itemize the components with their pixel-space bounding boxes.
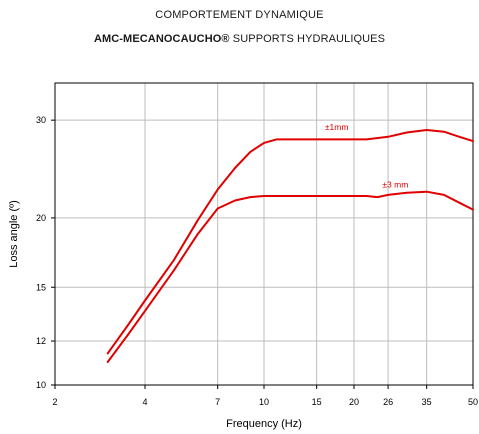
y-axis-label: Loss angle (º): [8, 200, 20, 268]
grid-lines: [55, 83, 473, 385]
x-axis-label: Frequency (Hz): [226, 418, 302, 430]
y-tick-label: 30: [36, 115, 46, 125]
y-tick-label: 10: [36, 380, 46, 390]
chart-brand-title: AMC-MECANOCAUCHO® SUPPORTS HYDRAULIQUES: [0, 33, 479, 45]
x-tick-label: 2: [52, 397, 57, 407]
series-line-2: [106, 190, 474, 363]
brand-subtitle: SUPPORTS HYDRAULIQUES: [229, 33, 386, 45]
y-tick-label: 20: [36, 213, 46, 223]
series-line-1: [106, 129, 474, 355]
x-tick-label: 26: [383, 397, 393, 407]
series-annotations: ±1mm ±3 mm: [325, 122, 408, 189]
series-label-2: ±3 mm: [382, 179, 408, 189]
series-lines: [106, 129, 474, 363]
x-tick-label: 10: [259, 397, 269, 407]
x-tick-label: 4: [143, 397, 148, 407]
series-label-1: ±1mm: [325, 122, 349, 132]
x-tick-label: 35: [422, 397, 432, 407]
x-tick-label: 20: [349, 397, 359, 407]
tick-labels: 2 4 7 10 15 20 26 35 50 10 12 15 20 30: [36, 115, 478, 407]
brand-name: AMC-MECANOCAUCHO®: [93, 33, 230, 45]
x-tick-label: 7: [215, 397, 220, 407]
chart-supertitle: COMPORTEMENT DYNAMIQUE: [155, 9, 324, 21]
y-tick-label: 12: [36, 336, 46, 346]
x-tick-label: 15: [312, 397, 322, 407]
x-tick-label: 50: [468, 397, 478, 407]
y-tick-label: 15: [36, 282, 46, 292]
